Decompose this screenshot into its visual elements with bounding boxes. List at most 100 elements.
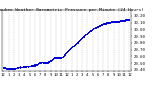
Point (100, 24, 102, 25)
Point (4, 67, 7, 69)
Point (40, 61, 43, 63)
Point (86, 32, 88, 34)
Point (90, 29, 93, 31)
Point (79, 39, 81, 40)
Point (73, 45, 75, 46)
Point (18, 66, 21, 68)
Point (31, 65, 34, 66)
Point (22, 66, 25, 67)
Point (113, 21, 116, 23)
Point (38, 62, 40, 63)
Point (47, 62, 50, 63)
Point (41, 62, 44, 63)
Point (74, 43, 77, 45)
Point (23, 66, 26, 67)
Point (31, 65, 34, 66)
Point (77, 40, 80, 41)
Point (128, 18, 130, 20)
Point (76, 41, 79, 42)
Point (45, 62, 47, 63)
Point (50, 60, 52, 61)
Point (46, 61, 49, 63)
Point (52, 57, 55, 58)
Point (65, 52, 68, 53)
Point (87, 32, 90, 33)
Point (9, 68, 12, 69)
Point (16, 67, 19, 68)
Point (39, 62, 42, 63)
Point (30, 65, 33, 66)
Point (64, 53, 67, 54)
Point (101, 23, 104, 25)
Point (99, 25, 101, 26)
Point (42, 62, 44, 63)
Point (47, 62, 49, 63)
Point (62, 55, 65, 56)
Point (125, 19, 128, 20)
Point (126, 18, 128, 20)
Point (127, 18, 130, 19)
Point (77, 40, 80, 42)
Point (120, 20, 123, 21)
Point (103, 23, 106, 24)
Point (7, 68, 9, 69)
Point (29, 65, 31, 66)
Point (29, 65, 31, 67)
Point (38, 63, 40, 64)
Point (110, 21, 113, 23)
Point (41, 62, 43, 63)
Point (21, 65, 24, 67)
Point (61, 56, 64, 57)
Point (70, 47, 72, 48)
Point (18, 66, 20, 68)
Point (108, 21, 111, 23)
Point (31, 65, 33, 67)
Point (116, 21, 119, 22)
Point (70, 46, 73, 48)
Point (120, 20, 122, 21)
Point (103, 23, 105, 24)
Point (8, 68, 10, 70)
Point (96, 25, 99, 27)
Point (2, 67, 5, 68)
Point (57, 57, 59, 58)
Point (112, 21, 114, 22)
Point (17, 66, 19, 68)
Point (107, 22, 110, 23)
Point (42, 62, 44, 63)
Point (87, 31, 90, 33)
Point (33, 65, 36, 66)
Point (17, 67, 19, 68)
Point (41, 61, 44, 63)
Point (24, 66, 27, 67)
Point (44, 61, 47, 63)
Point (38, 62, 40, 64)
Point (50, 59, 53, 60)
Point (35, 63, 38, 65)
Point (126, 19, 128, 20)
Point (63, 54, 66, 55)
Point (18, 66, 20, 68)
Point (39, 62, 41, 63)
Point (76, 41, 79, 43)
Point (59, 57, 61, 58)
Point (77, 41, 80, 42)
Point (121, 20, 123, 21)
Point (115, 21, 117, 23)
Point (74, 44, 76, 45)
Point (94, 26, 97, 28)
Point (5, 68, 8, 69)
Point (118, 21, 121, 22)
Point (31, 65, 33, 66)
Point (54, 57, 56, 58)
Point (99, 25, 101, 27)
Point (5, 67, 8, 69)
Point (66, 50, 68, 52)
Point (16, 67, 18, 69)
Point (29, 66, 32, 67)
Point (9, 68, 12, 69)
Point (49, 60, 51, 61)
Point (114, 21, 116, 22)
Point (121, 20, 124, 21)
Point (20, 66, 23, 68)
